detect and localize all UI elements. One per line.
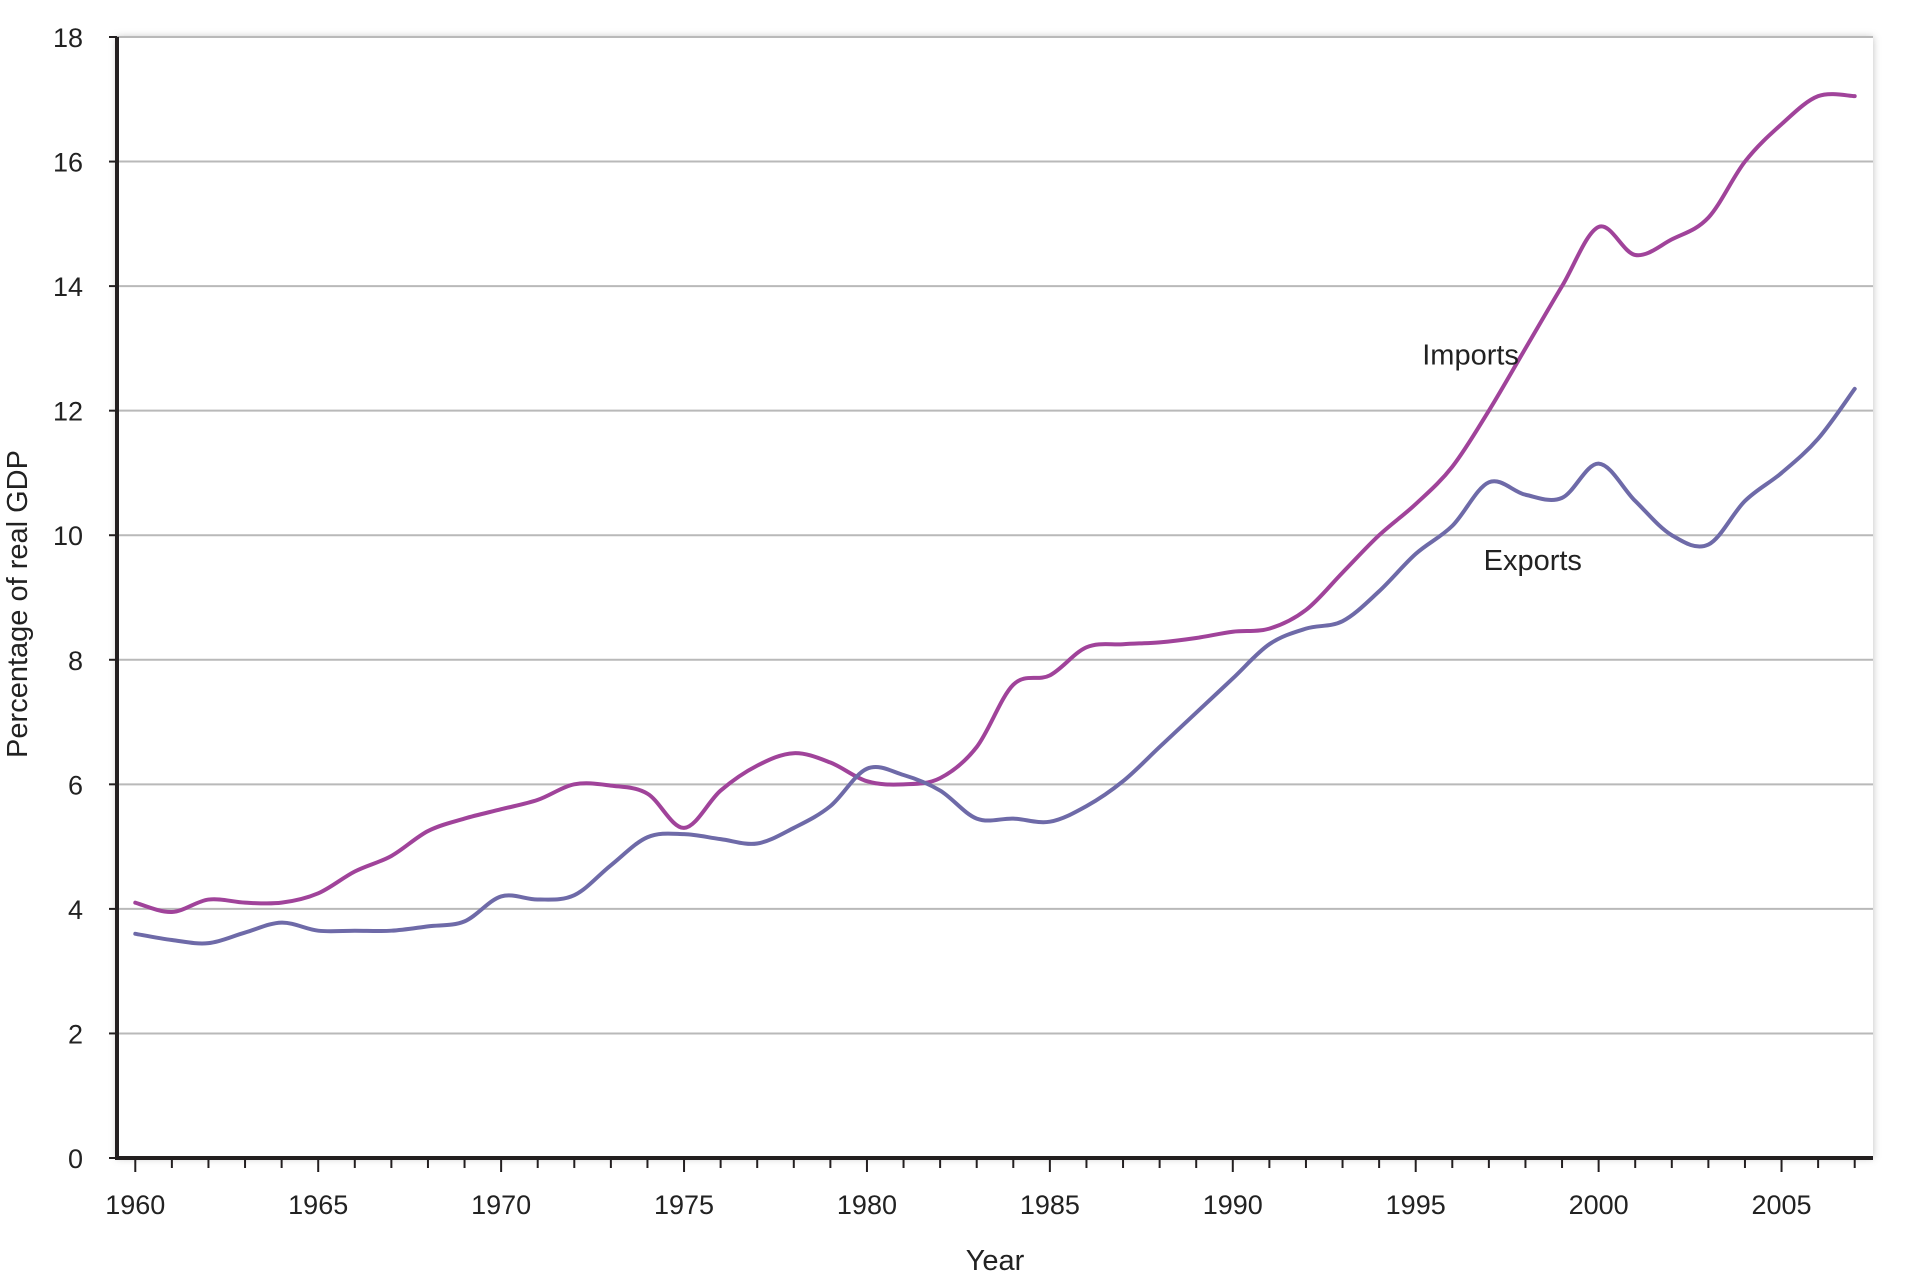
y-tick-label: 14 bbox=[53, 272, 83, 302]
ticks bbox=[109, 36, 1856, 1172]
x-tick-label: 1975 bbox=[654, 1190, 714, 1220]
y-tick-label: 10 bbox=[53, 521, 83, 551]
x-tick-label: 1980 bbox=[837, 1190, 897, 1220]
series-line-exports bbox=[133, 386, 1857, 946]
x-tick-label: 1990 bbox=[1203, 1190, 1263, 1220]
x-tick-label: 2000 bbox=[1569, 1190, 1629, 1220]
series-label-imports: Imports bbox=[1422, 340, 1519, 372]
y-tick-label: 16 bbox=[53, 148, 83, 178]
plot-area-frame bbox=[117, 37, 1873, 1158]
series-line-imports bbox=[133, 92, 1857, 914]
x-tick-label: 1970 bbox=[471, 1190, 531, 1220]
y-axis-title: Percentage of real GDP bbox=[2, 450, 34, 758]
x-tick-label: 1960 bbox=[105, 1190, 165, 1220]
x-tick-label: 1985 bbox=[1020, 1190, 1080, 1220]
series-label-exports: Exports bbox=[1484, 545, 1582, 577]
y-tick-label: 4 bbox=[68, 895, 83, 925]
y-tick-label: 0 bbox=[68, 1144, 83, 1174]
x-tick-label: 1965 bbox=[288, 1190, 348, 1220]
y-tick-label: 18 bbox=[53, 23, 83, 53]
x-axis-title: Year bbox=[966, 1245, 1025, 1277]
x-tick-label: 1995 bbox=[1386, 1190, 1446, 1220]
y-tick-label: 2 bbox=[68, 1019, 83, 1049]
x-tick-label: 2005 bbox=[1752, 1190, 1812, 1220]
y-tick-label: 6 bbox=[68, 770, 83, 800]
y-tick-label: 8 bbox=[68, 646, 83, 676]
gridlines bbox=[117, 36, 1873, 1035]
series-lines bbox=[133, 92, 1857, 946]
y-tick-label: 12 bbox=[53, 397, 83, 427]
series-annotations: Imports Exports bbox=[1422, 340, 1582, 578]
axes bbox=[115, 37, 1873, 1160]
tick-labels: 0 2 4 6 8 10 12 14 16 18 1960 1965 1970 1975 1980 1985 1… bbox=[53, 23, 1812, 1220]
